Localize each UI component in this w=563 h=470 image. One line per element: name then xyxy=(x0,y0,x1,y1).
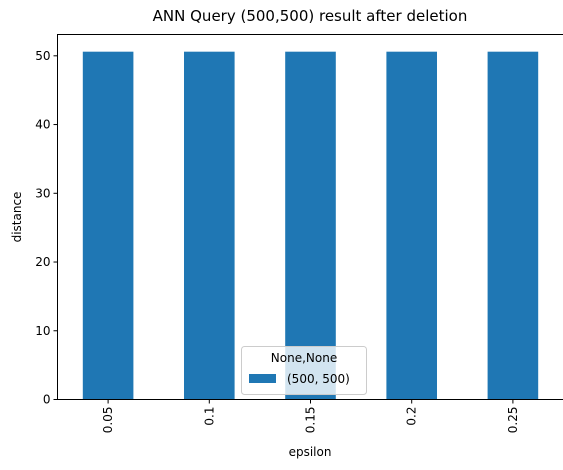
y-axis-ticks: 0 10 20 30 40 50 xyxy=(35,49,58,407)
y-tick-label: 40 xyxy=(35,118,50,132)
y-tick-label: 0 xyxy=(43,393,51,407)
y-tick-label: 10 xyxy=(35,324,50,338)
plot-frame xyxy=(57,34,563,400)
bar-0.2 xyxy=(386,51,437,400)
chart-title: ANN Query (500,500) result after deletio… xyxy=(153,7,468,25)
x-tick-label: 0.05 xyxy=(101,407,115,434)
y-axis-label: distance xyxy=(10,192,24,243)
y-tick-label: 50 xyxy=(35,49,50,63)
y-tick-label: 30 xyxy=(35,186,50,200)
x-tick-label: 0.25 xyxy=(506,407,520,434)
bar-0.25 xyxy=(487,51,539,400)
legend-title: None,None xyxy=(271,351,337,365)
x-tick-label: 0.15 xyxy=(304,407,318,434)
bar-0.1 xyxy=(184,51,235,400)
x-tick-label: 0.1 xyxy=(202,407,216,426)
x-axis-label: epsilon xyxy=(289,445,332,459)
x-tick-label: 0.2 xyxy=(405,407,419,426)
bar-0.05 xyxy=(82,51,134,400)
y-tick-label: 20 xyxy=(35,255,50,269)
bar-0.15 xyxy=(285,51,336,400)
legend: None,None (500, 500) xyxy=(241,346,367,395)
bars-group xyxy=(82,51,539,400)
x-axis-ticks: 0.05 0.1 0.15 0.2 0.25 xyxy=(101,399,520,434)
legend-swatch xyxy=(249,374,276,383)
legend-entry-label: (500, 500) xyxy=(287,372,350,386)
